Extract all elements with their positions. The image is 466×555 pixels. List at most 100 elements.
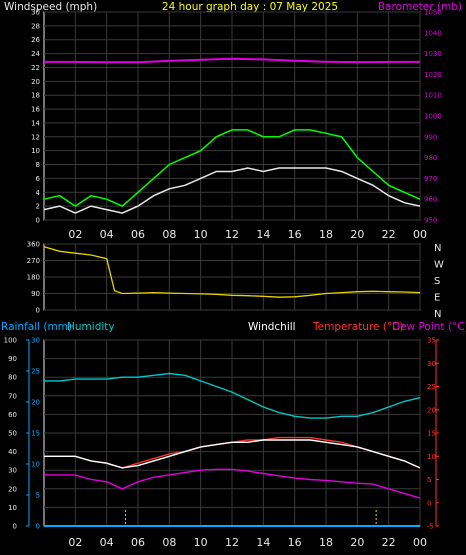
rain-y-tick: 5 xyxy=(36,492,40,500)
wind-y-tick: 20 xyxy=(31,78,40,86)
humidity-y-tick: 0 xyxy=(13,523,17,531)
wind-x-tick: 22 xyxy=(382,228,396,241)
temp-y-tick: 35 xyxy=(427,337,436,345)
wind-y-tick: 4 xyxy=(36,189,41,197)
barometer-y-tick: 1000 xyxy=(424,113,442,121)
wind-x-tick: 06 xyxy=(131,228,145,241)
humidity-y-tick: 10 xyxy=(8,504,17,512)
direction-series-line xyxy=(43,246,421,298)
direction-y-tick: 90 xyxy=(31,290,40,298)
windspeed-label: Windspeed (mph) xyxy=(4,1,97,13)
temp-x-tick: 14 xyxy=(256,536,270,549)
wind-y-tick: 26 xyxy=(31,36,40,44)
humidity-y-tick: 100 xyxy=(4,337,17,345)
wind-y-tick: 10 xyxy=(31,147,40,155)
wind-y-tick: 0 xyxy=(36,217,40,225)
wind-y-tick: 22 xyxy=(31,64,40,72)
temp-x-tick: 16 xyxy=(288,536,302,549)
temp-y-tick: 30 xyxy=(427,360,436,368)
barometer-y-tick: 950 xyxy=(424,217,437,225)
wind-y-tick: 24 xyxy=(31,50,40,58)
rain-y-tick: 25 xyxy=(31,368,40,376)
wind-y-tick: 6 xyxy=(36,175,41,183)
barometer-y-tick: 960 xyxy=(424,196,437,204)
wind-series-line xyxy=(43,167,421,214)
windchill-label: Windchill xyxy=(248,321,296,333)
temp-y-tick: 15 xyxy=(427,430,436,438)
wind-x-tick: 10 xyxy=(194,228,208,241)
dewpoint-label: Dew Point (°C) xyxy=(392,321,466,333)
temp-y-tick: 0 xyxy=(427,499,431,507)
rainfall-label: Rainfall (mm) xyxy=(1,321,72,333)
compass-direction-label: E xyxy=(434,293,440,304)
rain-y-tick: 30 xyxy=(31,337,40,345)
wind-y-tick: 8 xyxy=(36,161,40,169)
wind-x-tick: 00 xyxy=(413,228,427,241)
temp-x-tick: 20 xyxy=(350,536,364,549)
temp-y-tick: 5 xyxy=(427,476,431,484)
wind-x-tick: 04 xyxy=(100,228,114,241)
wind-x-tick: 16 xyxy=(288,228,302,241)
compass-direction-label: S xyxy=(434,276,440,287)
humidity-y-tick: 60 xyxy=(8,411,17,419)
temp-y-tick: 20 xyxy=(427,406,436,414)
barometer-y-tick: 1040 xyxy=(424,29,442,37)
wind-x-tick: 18 xyxy=(319,228,333,241)
wind-x-tick: 14 xyxy=(256,228,270,241)
wind-y-tick: 30 xyxy=(31,9,40,17)
humidity-series-line xyxy=(44,372,421,419)
wind-x-tick: 02 xyxy=(68,228,82,241)
rain-y-tick: 20 xyxy=(31,399,40,407)
direction-y-tick: 0 xyxy=(36,307,40,315)
temp-y-tick: 10 xyxy=(427,453,436,461)
humidity-y-tick: 50 xyxy=(8,430,17,438)
temp-y-tick: 25 xyxy=(427,383,436,391)
humidity-y-tick: 90 xyxy=(8,355,17,363)
windchill-series-line xyxy=(44,439,421,469)
barometer-y-tick: 970 xyxy=(424,175,437,183)
humidity-y-tick: 70 xyxy=(8,392,17,400)
gust-series-line xyxy=(43,129,421,208)
wind-y-tick: 18 xyxy=(31,92,40,100)
dewpoint-series-line xyxy=(44,468,421,499)
direction-y-tick: 360 xyxy=(27,241,40,249)
barometer-y-tick: 1050 xyxy=(424,9,442,17)
wind-y-tick: 12 xyxy=(31,133,40,141)
humidity-y-tick: 40 xyxy=(8,448,17,456)
humidity-label: Humidity xyxy=(67,321,115,333)
humidity-y-tick: 20 xyxy=(8,485,17,493)
compass-direction-label: N xyxy=(434,309,441,320)
temp-x-tick: 10 xyxy=(194,536,208,549)
wind-x-tick: 12 xyxy=(225,228,239,241)
rain-y-tick: 15 xyxy=(31,430,40,438)
barometer-y-tick: 980 xyxy=(424,154,437,162)
wind-x-tick: 08 xyxy=(162,228,176,241)
direction-y-tick: 180 xyxy=(27,274,40,282)
rain-y-tick: 0 xyxy=(36,523,40,531)
compass-direction-label: N xyxy=(434,243,441,254)
barometer-label: Barometer (mb) xyxy=(378,1,462,13)
wind-y-tick: 14 xyxy=(31,119,40,127)
direction-y-tick: 270 xyxy=(27,257,40,265)
pressure-series-line xyxy=(44,57,420,64)
temp-x-tick: 18 xyxy=(319,536,333,549)
chart-title: 24 hour graph day : 07 May 2025 xyxy=(162,1,338,13)
temp-x-tick: 22 xyxy=(382,536,396,549)
wind-y-tick: 16 xyxy=(31,106,40,114)
barometer-y-tick: 1010 xyxy=(424,92,442,100)
temp-x-tick: 08 xyxy=(162,536,176,549)
compass-direction-label: W xyxy=(434,260,444,271)
barometer-y-tick: 1020 xyxy=(424,71,442,79)
barometer-y-tick: 1030 xyxy=(424,50,442,58)
barometer-y-tick: 990 xyxy=(424,133,437,141)
temp-x-tick: 02 xyxy=(68,536,82,549)
wind-y-tick: 2 xyxy=(36,203,40,211)
temp-y-tick: -5 xyxy=(427,523,434,531)
humidity-y-tick: 30 xyxy=(8,467,17,475)
temp-x-tick: 00 xyxy=(413,536,427,549)
wind-y-tick: 28 xyxy=(31,22,40,30)
wind-x-tick: 20 xyxy=(350,228,364,241)
humidity-y-tick: 80 xyxy=(8,374,17,382)
temp-x-tick: 12 xyxy=(225,536,239,549)
